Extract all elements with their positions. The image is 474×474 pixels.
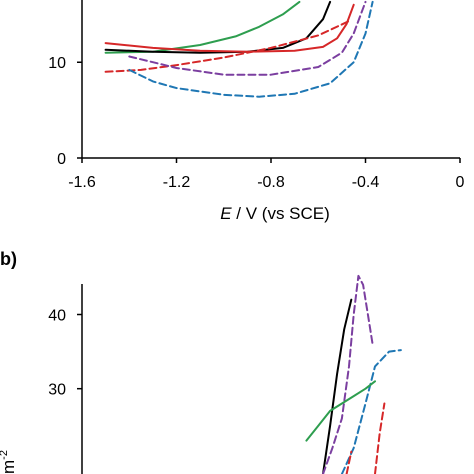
panel-label-b: b)	[0, 249, 17, 269]
panel-a-x-tick-label: -0.4	[352, 174, 380, 191]
panel-b-y-axis-title: m-2	[0, 450, 18, 474]
panel-b-series-1-line	[322, 298, 353, 474]
panel-a: -1.6 -1.2 -0.8 -0.4 0 0 10 E / V (vs SCE)	[48, 0, 465, 223]
panel-b-y-tick-label: 40	[48, 308, 66, 325]
panel-a-series-3-line	[104, 3, 355, 53]
panel-a-x-tick-label: -0.8	[257, 174, 285, 191]
panel-a-series-4-line	[104, 20, 350, 73]
panel-a-series-5-line	[128, 0, 367, 76]
panel-a-x-axis-title: E / V (vs SCE)	[220, 204, 330, 223]
panel-b-series-4-line	[305, 380, 376, 442]
panel-a-series-2-line	[104, 0, 332, 54]
panel-a-plot-area	[104, 0, 374, 98]
panel-b-plot-area	[305, 274, 402, 474]
panel-a-x-tick-label: 0	[456, 174, 465, 191]
panel-a-series-6-line	[128, 0, 374, 98]
panel-b-y-tick-label: 30	[48, 382, 66, 399]
panel-b-series-2-line	[322, 274, 374, 474]
panel-a-x-tick-label: -1.6	[68, 174, 96, 191]
panel-a-x-tick-label: -1.2	[163, 174, 191, 191]
panel-a-y-tick-label: 0	[57, 151, 66, 168]
panel-b: b) 30 40 m-2	[0, 249, 402, 474]
panel-b-series-5-line	[345, 450, 353, 474]
panel-b-series-3-line	[340, 349, 402, 474]
panel-b-series-6-line	[374, 402, 386, 474]
panel-a-y-tick-label: 10	[48, 55, 66, 72]
